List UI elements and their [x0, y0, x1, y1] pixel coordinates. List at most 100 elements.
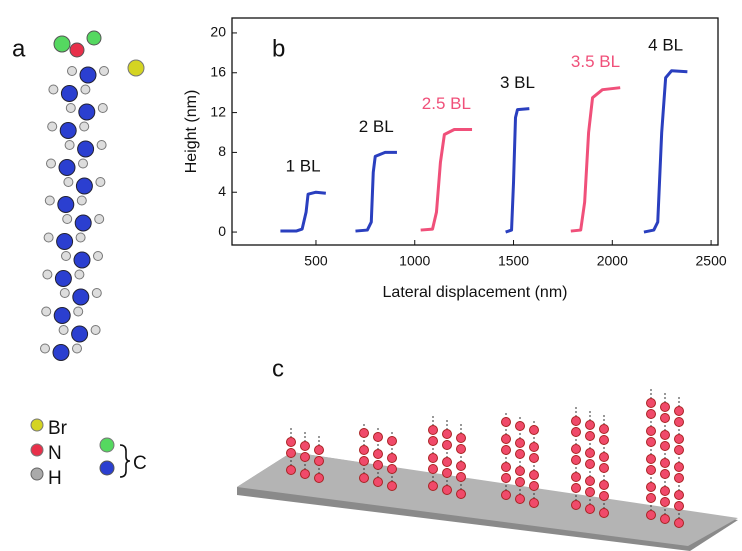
head-group [300, 469, 310, 479]
h-atom [99, 66, 109, 76]
h-atom [46, 158, 56, 169]
h-atom [90, 325, 101, 335]
c-atom [99, 460, 115, 476]
panel-label: b [272, 35, 285, 62]
head-group [359, 445, 369, 455]
curve-label: 2 BL [359, 117, 394, 136]
head-group [660, 430, 670, 440]
y-tick-label: 16 [210, 63, 226, 79]
curve-label: 2.5 BL [422, 94, 471, 113]
head-group [660, 514, 670, 524]
head-group [456, 433, 466, 443]
head-group [599, 480, 609, 490]
c-atom [77, 140, 95, 158]
brace [119, 444, 131, 478]
head-group [501, 445, 511, 455]
curve-label: 3 BL [500, 73, 535, 92]
h-atom [79, 121, 90, 132]
head-group [286, 465, 296, 475]
head-group [674, 406, 684, 416]
head-group [674, 434, 684, 444]
head-group [373, 432, 383, 442]
h-atom [63, 177, 74, 187]
head-group [501, 473, 511, 483]
head-group [314, 456, 324, 466]
h-atom [78, 158, 88, 169]
n-atom [69, 42, 85, 58]
c-atom [57, 196, 75, 213]
head-group [515, 494, 525, 504]
head-group [442, 468, 452, 478]
series-line [355, 150, 397, 233]
head-group [585, 459, 595, 469]
curve-label: 1 BL [286, 157, 321, 176]
head-group [529, 442, 539, 452]
h-atom [59, 288, 70, 298]
y-tick-label: 20 [210, 24, 226, 40]
h-atom [97, 103, 108, 113]
c-atom [52, 344, 70, 361]
head-group [501, 434, 511, 444]
y-tick-label: 12 [210, 103, 226, 119]
head-group [300, 441, 310, 451]
c-atom [53, 307, 71, 324]
head-group [571, 455, 581, 465]
h-atom [76, 195, 87, 206]
panel-label: c [272, 355, 284, 382]
head-group [585, 431, 595, 441]
head-group [286, 448, 296, 458]
x-tick-label: 2500 [696, 253, 727, 269]
head-group [442, 457, 452, 467]
head-group [359, 473, 369, 483]
c-atom [58, 159, 76, 176]
h-atom [95, 177, 106, 187]
h-atom [40, 343, 50, 354]
c-atom [56, 233, 74, 250]
head-group [646, 437, 656, 447]
head-group [571, 416, 581, 426]
y-tick-label: 8 [218, 143, 226, 159]
c-atom [74, 214, 92, 232]
br-atom [30, 418, 44, 432]
head-group [571, 427, 581, 437]
head-group [314, 445, 324, 455]
series-line [420, 128, 473, 232]
head-group [571, 483, 581, 493]
head-group [646, 409, 656, 419]
legend-label: H [48, 468, 62, 489]
h-atom [93, 251, 103, 261]
head-group [501, 417, 511, 427]
br-atom [127, 59, 145, 77]
head-group [571, 472, 581, 482]
atom-legend: Br N H C [30, 418, 147, 489]
head-group [585, 476, 595, 486]
h-atom [75, 232, 86, 243]
h-atom [43, 232, 54, 243]
head-group [529, 470, 539, 480]
head-group [501, 490, 511, 500]
head-group [387, 464, 397, 474]
curve-label: 3.5 BL [571, 52, 620, 71]
h-atom [58, 325, 69, 335]
y-axis-title: Height (nm) [183, 90, 200, 174]
head-group [646, 482, 656, 492]
head-group [387, 436, 397, 446]
head-group [456, 461, 466, 471]
head-group [529, 453, 539, 463]
head-group [585, 420, 595, 430]
head-group [442, 440, 452, 450]
head-group [599, 452, 609, 462]
head-group [515, 466, 525, 476]
y-tick-label: 4 [218, 183, 226, 199]
head-group [529, 425, 539, 435]
head-group [515, 477, 525, 487]
h-atom [94, 214, 105, 224]
c-atom [75, 177, 93, 195]
head-group [300, 452, 310, 462]
c-atom [53, 35, 71, 53]
h-atom [74, 269, 85, 280]
head-group [529, 498, 539, 508]
h-atom [91, 288, 102, 298]
layers [286, 389, 684, 528]
head-group [456, 444, 466, 454]
